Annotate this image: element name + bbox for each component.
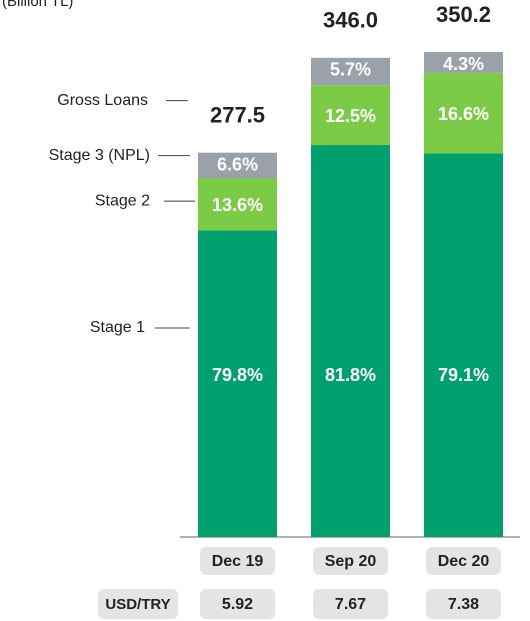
category-box [313, 547, 388, 575]
category-box [200, 547, 275, 575]
fx-box [313, 589, 388, 619]
segment-label: 5.7% [330, 60, 371, 80]
annotation: Stage 3 (NPL) [49, 147, 150, 164]
bar-segment [424, 153, 503, 538]
category-box [426, 547, 501, 575]
annotation: Gross Loans [57, 92, 148, 109]
bar-segment [311, 57, 390, 86]
x-tick-label: Sep 20 [325, 553, 377, 570]
bar-segment [198, 152, 277, 179]
fx-box [200, 589, 275, 619]
bar-segment [311, 85, 390, 146]
annotation: Stage 2 [95, 192, 150, 209]
segment-label: 79.8% [212, 365, 263, 385]
segment-label: 79.1% [438, 365, 489, 385]
bar-segment [198, 178, 277, 231]
bar-segment [311, 145, 390, 537]
total-label: 346.0 [323, 8, 378, 33]
bar-segment [424, 72, 503, 154]
fx-box [426, 589, 501, 619]
segment-label: 13.6% [212, 195, 263, 215]
segment-label: 81.8% [325, 365, 376, 385]
segment-label: 12.5% [325, 106, 376, 126]
x-tick-label: Dec 19 [212, 553, 264, 570]
chart-title: (Billion TL) [2, 0, 73, 10]
segment-label: 6.6% [217, 154, 258, 174]
segment-label: 16.6% [438, 104, 489, 124]
segment-label: 4.3% [443, 54, 484, 74]
bar-segment [424, 52, 503, 73]
fx-value: 7.38 [448, 596, 479, 613]
fx-box [98, 589, 178, 619]
fx-value: 7.67 [335, 596, 366, 613]
annotation: Stage 1 [90, 319, 145, 336]
total-label: 350.2 [436, 2, 491, 27]
fx-value: 5.92 [222, 596, 253, 613]
total-label: 277.5 [210, 102, 265, 127]
fx-label: USD/TRY [105, 596, 170, 613]
x-tick-label: Dec 20 [438, 553, 490, 570]
bar-segment [198, 230, 277, 538]
